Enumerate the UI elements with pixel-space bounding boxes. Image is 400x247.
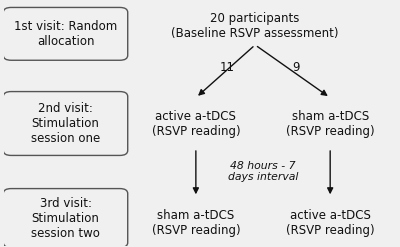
Text: active a-tDCS
(RSVP reading): active a-tDCS (RSVP reading) <box>286 209 374 237</box>
FancyBboxPatch shape <box>3 92 128 155</box>
Text: 2nd visit:
Stimulation
session one: 2nd visit: Stimulation session one <box>31 102 100 145</box>
Text: active a-tDCS
(RSVP reading): active a-tDCS (RSVP reading) <box>152 109 240 138</box>
Text: sham a-tDCS
(RSVP reading): sham a-tDCS (RSVP reading) <box>286 109 374 138</box>
FancyBboxPatch shape <box>3 189 128 247</box>
Text: sham a-tDCS
(RSVP reading): sham a-tDCS (RSVP reading) <box>152 209 240 237</box>
Text: 9: 9 <box>292 61 300 74</box>
Text: 20 participants
(Baseline RSVP assessment): 20 participants (Baseline RSVP assessmen… <box>171 13 339 41</box>
Text: 11: 11 <box>220 61 235 74</box>
FancyBboxPatch shape <box>3 7 128 60</box>
Text: 3rd visit:
Stimulation
session two: 3rd visit: Stimulation session two <box>31 197 100 240</box>
Text: 48 hours - 7
days interval: 48 hours - 7 days interval <box>228 161 298 182</box>
Text: 1st visit: Random
allocation: 1st visit: Random allocation <box>14 20 117 48</box>
